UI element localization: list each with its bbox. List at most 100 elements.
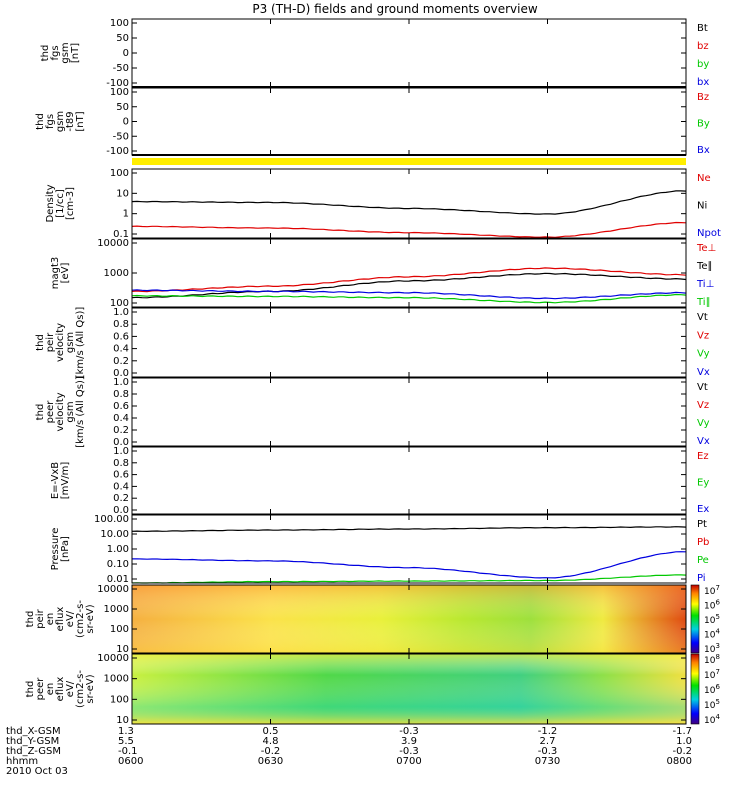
ylabel-line: sr-eV) — [85, 674, 96, 703]
electron-colorbar — [690, 653, 700, 725]
series-Pi — [131, 551, 687, 579]
ephem-row-label: thd_X-GSM — [6, 726, 61, 737]
ylabel-line: thd — [25, 611, 36, 628]
ytick-label: 0.6 — [113, 331, 129, 342]
ytick-label: 0.4 — [113, 413, 129, 424]
panel-fgs_t89: 100 50 0 -50 -100 thd fgs gsm -t89 [nT] Bz By Bx — [35, 87, 710, 157]
ytick-label: 0.4 — [113, 481, 129, 492]
series-Ni — [131, 190, 687, 215]
legend-label: Vx — [697, 367, 710, 378]
colorbar-label: 105 — [704, 698, 720, 711]
legend-label: Ti∥ — [696, 297, 711, 308]
ephem-value: -0.3 — [399, 726, 419, 737]
panel-frame — [131, 238, 687, 308]
ephem-value: 1.3 — [118, 726, 134, 737]
legend-label: Te∥ — [696, 261, 713, 272]
ytick-label: 0.01 — [107, 574, 129, 585]
ytick-label: 0.10 — [107, 559, 129, 570]
legend-label: Bz — [697, 92, 709, 103]
frames-layer — [131, 18, 687, 725]
ytick-label: 100 — [110, 168, 129, 179]
ylabel-line: -t89 — [65, 111, 76, 131]
ephem-value: 3.9 — [401, 736, 417, 747]
ylabel-line: [1/cc] — [55, 189, 66, 218]
ylabel-line: Pressure — [50, 528, 61, 571]
ytick-label: -50 — [113, 63, 129, 74]
ylabel-line: thd — [35, 113, 46, 130]
ylabel-line: [km/s (All Qs)] — [75, 376, 86, 448]
legend-label: Ni — [697, 201, 707, 212]
ytick-label: 10 — [116, 715, 129, 726]
ephem-row-label: thd_Y-GSM — [6, 736, 59, 747]
ylabel-line: peer — [45, 400, 56, 424]
legend-label: Bx — [697, 145, 710, 156]
legend-label: Vt — [697, 312, 708, 323]
ephem-value: -1.2 — [538, 726, 558, 737]
ytick-label: 0.8 — [113, 389, 129, 400]
colorbar-label: 107 — [704, 668, 720, 681]
ytick-label: 1 — [123, 209, 129, 220]
colorbar-label: 103 — [704, 642, 720, 655]
legend-label: Pi — [697, 573, 706, 584]
ylabel-line: gsm — [55, 111, 66, 132]
ytick-label: 10 — [116, 644, 129, 655]
ylabel-line: fgs — [50, 45, 61, 60]
ylabel-line: gsm — [65, 332, 76, 353]
colorbar-label: 106 — [704, 599, 720, 612]
ylabel-line: [eV] — [60, 263, 71, 284]
ytick-label: 10 — [116, 188, 129, 199]
ylabel-line: E=-VxB — [50, 462, 61, 499]
ephem-value: 0630 — [258, 756, 283, 767]
ylabel-line: peir — [45, 332, 56, 352]
ylabel-line: thd — [25, 681, 36, 698]
panel-frame — [131, 307, 687, 378]
ylabel-group: thd peir en eflux eV/(cm2-s-sr-eV) — [25, 600, 96, 638]
ephem-value: -0.2 — [261, 746, 281, 757]
series-Ti∥ — [131, 293, 687, 304]
legend-label: Vx — [697, 436, 710, 447]
legend-label: Vz — [697, 400, 709, 411]
ylabel-line: thd — [35, 334, 46, 351]
ytick-label: 1.00 — [107, 544, 129, 555]
panel-frame — [131, 446, 687, 515]
ephem-value: -0.1 — [118, 746, 138, 757]
ion-spectrogram — [132, 585, 686, 653]
legend-label: by — [697, 59, 709, 70]
ytick-label: 1000 — [104, 674, 129, 685]
ytick-label: 1.0 — [113, 377, 129, 388]
ytick-label: -100 — [106, 78, 129, 89]
ylabel-line: eflux — [55, 607, 66, 632]
plot-title: P3 (TH-D) fields and ground moments over… — [252, 2, 537, 16]
ytick-label: 100 — [110, 298, 129, 309]
legend-label: Vz — [697, 330, 709, 341]
colorbar-label: 106 — [704, 683, 720, 696]
ylabel-group: E=-VxB [mV/m] — [50, 462, 71, 500]
ytick-label: 0.4 — [113, 344, 129, 355]
ephem-value: 0800 — [667, 756, 692, 767]
colorbar-label: 108 — [704, 653, 720, 666]
ytick-label: 10000 — [97, 238, 129, 249]
ytick-label: 0.2 — [113, 425, 129, 436]
electron-spectrogram — [132, 654, 686, 724]
ytick-label: 0 — [123, 117, 129, 128]
colorbar-label: 105 — [704, 613, 720, 626]
ylabel-group: thd peer velocity gsm [km/s (All Qs)] — [35, 376, 86, 448]
panel-peer_vel: 1.00.80.60.40.20.0 thd peer velocity gsm [km/… — [35, 376, 710, 448]
ylabel-group: Density [1/cc] [cm-3] — [45, 184, 76, 222]
ytick-label: 0.0 — [113, 368, 129, 379]
panel-fgs: 100 50 0 -50 -100 thd fgs gsm [nT] Bt bz by bx — [40, 18, 709, 89]
ephem-value: 0.5 — [263, 726, 279, 737]
ylabel-line: [nT] — [75, 111, 86, 131]
legend-label: bz — [697, 41, 709, 52]
ephem-value: -1.7 — [672, 726, 692, 737]
ephem-value: 2.7 — [540, 736, 556, 747]
ytick-label: 1.0 — [113, 307, 129, 318]
ephem-value: -0.3 — [399, 746, 419, 757]
ephem-row-label: 2010 Oct 03 — [6, 766, 68, 777]
ylabel-line: [nPa] — [60, 536, 71, 562]
ephem-value: 0600 — [118, 756, 143, 767]
ytick-label: 50 — [116, 102, 129, 113]
series-Ne — [131, 221, 687, 238]
